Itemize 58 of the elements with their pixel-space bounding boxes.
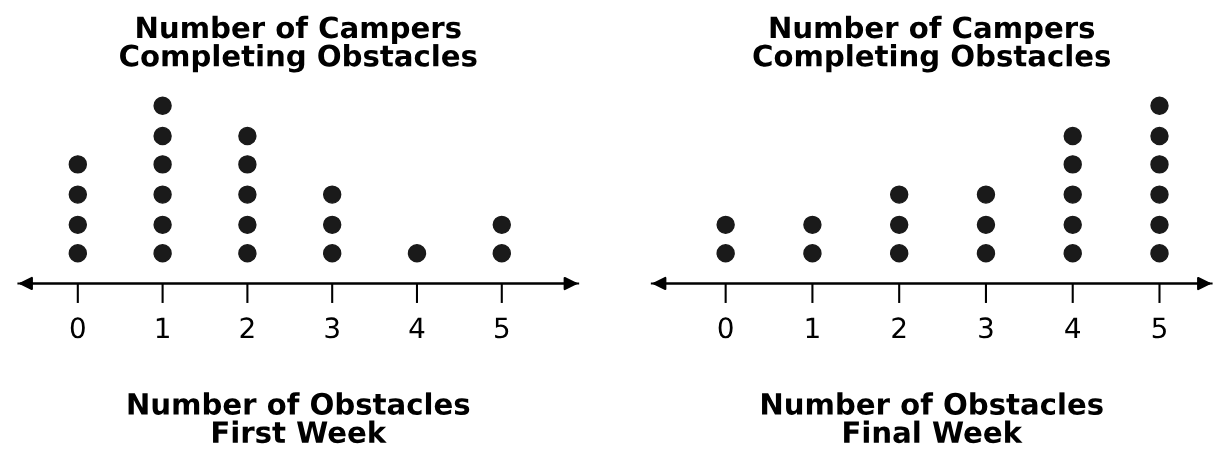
point — [68, 155, 88, 174]
point — [1150, 244, 1169, 263]
x-tick-label: 1 — [806, 317, 819, 338]
point — [492, 215, 511, 235]
point — [492, 244, 511, 263]
point — [238, 215, 257, 235]
x-tick-label: 4 — [409, 317, 425, 338]
point — [1150, 126, 1169, 146]
point — [153, 126, 172, 146]
point — [1063, 215, 1082, 235]
point — [68, 244, 88, 263]
point — [716, 215, 735, 235]
point — [1063, 126, 1082, 146]
point — [238, 244, 257, 263]
point — [407, 244, 427, 263]
point — [1063, 185, 1082, 204]
point — [889, 215, 909, 235]
point — [976, 244, 996, 263]
chart-title: Number of Campers Completing Obstacles — [753, 15, 1110, 73]
point — [1150, 96, 1169, 115]
point — [976, 215, 996, 235]
x-tick-label: 0 — [718, 317, 733, 339]
x-tick-label: 3 — [979, 317, 993, 339]
point — [238, 155, 257, 174]
point — [322, 244, 342, 263]
x-tick-label: 1 — [156, 317, 169, 338]
point — [153, 155, 172, 174]
point — [322, 215, 342, 235]
point — [153, 185, 172, 204]
point — [238, 126, 257, 146]
x-tick-label: 4 — [1065, 317, 1080, 338]
point — [153, 215, 172, 235]
x-tick-label: 2 — [892, 317, 906, 338]
point — [803, 215, 822, 235]
x-tick-label: 5 — [495, 317, 509, 339]
point — [153, 96, 172, 115]
x-tick-label: 0 — [70, 317, 85, 339]
point — [1150, 155, 1169, 174]
chart-title: Number of Campers Completing Obstacles — [120, 15, 477, 73]
x-axis-title: Number of Obstacles First Week — [128, 392, 470, 444]
x-axis-title: Number of Obstacles Final Week — [762, 392, 1103, 444]
point — [1063, 155, 1082, 174]
point — [716, 244, 735, 263]
point — [1150, 185, 1169, 204]
point — [68, 185, 88, 204]
point — [1063, 244, 1082, 263]
point — [976, 185, 996, 204]
point — [803, 244, 822, 263]
x-tick-label: 3 — [325, 317, 339, 339]
point — [238, 185, 257, 204]
point — [68, 215, 88, 235]
point — [889, 185, 909, 204]
x-tick-label: 2 — [240, 317, 254, 338]
point — [1150, 215, 1169, 235]
point — [889, 244, 909, 263]
point — [153, 244, 172, 263]
x-tick-label: 5 — [1152, 317, 1166, 339]
point — [322, 185, 342, 204]
